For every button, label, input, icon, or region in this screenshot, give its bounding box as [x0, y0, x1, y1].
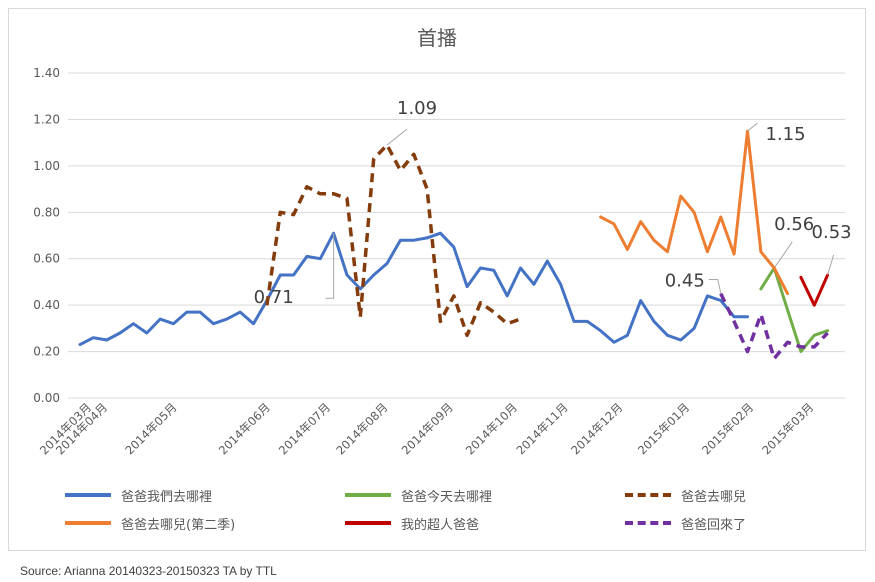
x-tick-label: 2014年08月	[333, 400, 390, 457]
legend-swatch	[345, 521, 391, 525]
x-tick-label: 2014年12月	[568, 400, 625, 457]
y-tick-label: 1.40	[33, 66, 60, 80]
series-line-5	[719, 292, 829, 361]
data-label-leader	[747, 122, 758, 132]
legend-label: 爸爸去哪兒	[681, 489, 747, 505]
legend-item: 爸爸我們去哪裡	[65, 485, 212, 505]
data-label: 0.71	[254, 287, 294, 308]
data-label-leader	[827, 254, 835, 276]
legend-item: 爸爸去哪兒	[625, 485, 746, 505]
legend-label: 爸爸去哪兒(第二季)	[121, 517, 236, 533]
data-label: 0.56	[774, 214, 814, 235]
x-tick-label: 2015年01月	[635, 400, 692, 457]
y-tick-label: 0.80	[33, 205, 60, 219]
y-tick-label: 0.20	[33, 345, 60, 359]
series-line-4	[799, 273, 830, 307]
legend-swatch	[65, 521, 111, 525]
data-label-leader	[708, 279, 722, 294]
legend-label: 我的超人爸爸	[401, 517, 480, 533]
data-label: 1.15	[765, 124, 805, 145]
source-note: Source: Arianna 20140323-20150323 TA by …	[20, 564, 277, 578]
data-label: 1.09	[397, 98, 437, 119]
x-tick-label: 2014年06月	[216, 400, 273, 457]
chart-card	[8, 8, 866, 551]
x-tick-label: 2014年07月	[276, 400, 333, 457]
legend-label: 爸爸我們去哪裡	[121, 489, 213, 505]
legend-item: 爸爸去哪兒(第二季)	[65, 513, 235, 533]
y-tick-label: 1.00	[33, 159, 60, 173]
x-tick-label: 2014年11月	[514, 400, 571, 457]
data-label: 0.45	[665, 271, 705, 292]
legend-swatch	[625, 521, 671, 525]
series-line-2	[265, 143, 522, 338]
x-tick-label: 2015年02月	[699, 400, 756, 457]
x-tick-label: 2014年10月	[463, 400, 520, 457]
legend-swatch	[345, 493, 391, 497]
series-line-0	[78, 231, 749, 347]
legend-label: 爸爸回來了	[681, 517, 747, 533]
data-label: 0.53	[812, 222, 852, 243]
y-tick-label: 0.00	[33, 391, 60, 405]
y-tick-label: 1.20	[33, 112, 60, 126]
legend-swatch	[625, 493, 671, 497]
legend-swatch	[65, 493, 111, 497]
legend-label: 爸爸今天去哪裡	[401, 489, 493, 505]
data-label-leader	[773, 241, 793, 269]
chart-title: 首播	[417, 26, 457, 50]
x-tick-label: 2014年05月	[122, 400, 179, 457]
legend-item: 我的超人爸爸	[345, 513, 479, 533]
data-label-leader	[386, 128, 408, 146]
y-tick-label: 0.60	[33, 252, 60, 266]
data-label-leader	[325, 233, 335, 299]
y-tick-label: 0.40	[33, 298, 60, 312]
legend-item: 爸爸今天去哪裡	[345, 485, 492, 505]
series-line-1	[759, 266, 830, 354]
x-tick-label: 2014年09月	[399, 400, 456, 457]
legend-item: 爸爸回來了	[625, 513, 746, 533]
x-tick-label: 2015年03月	[759, 400, 816, 457]
